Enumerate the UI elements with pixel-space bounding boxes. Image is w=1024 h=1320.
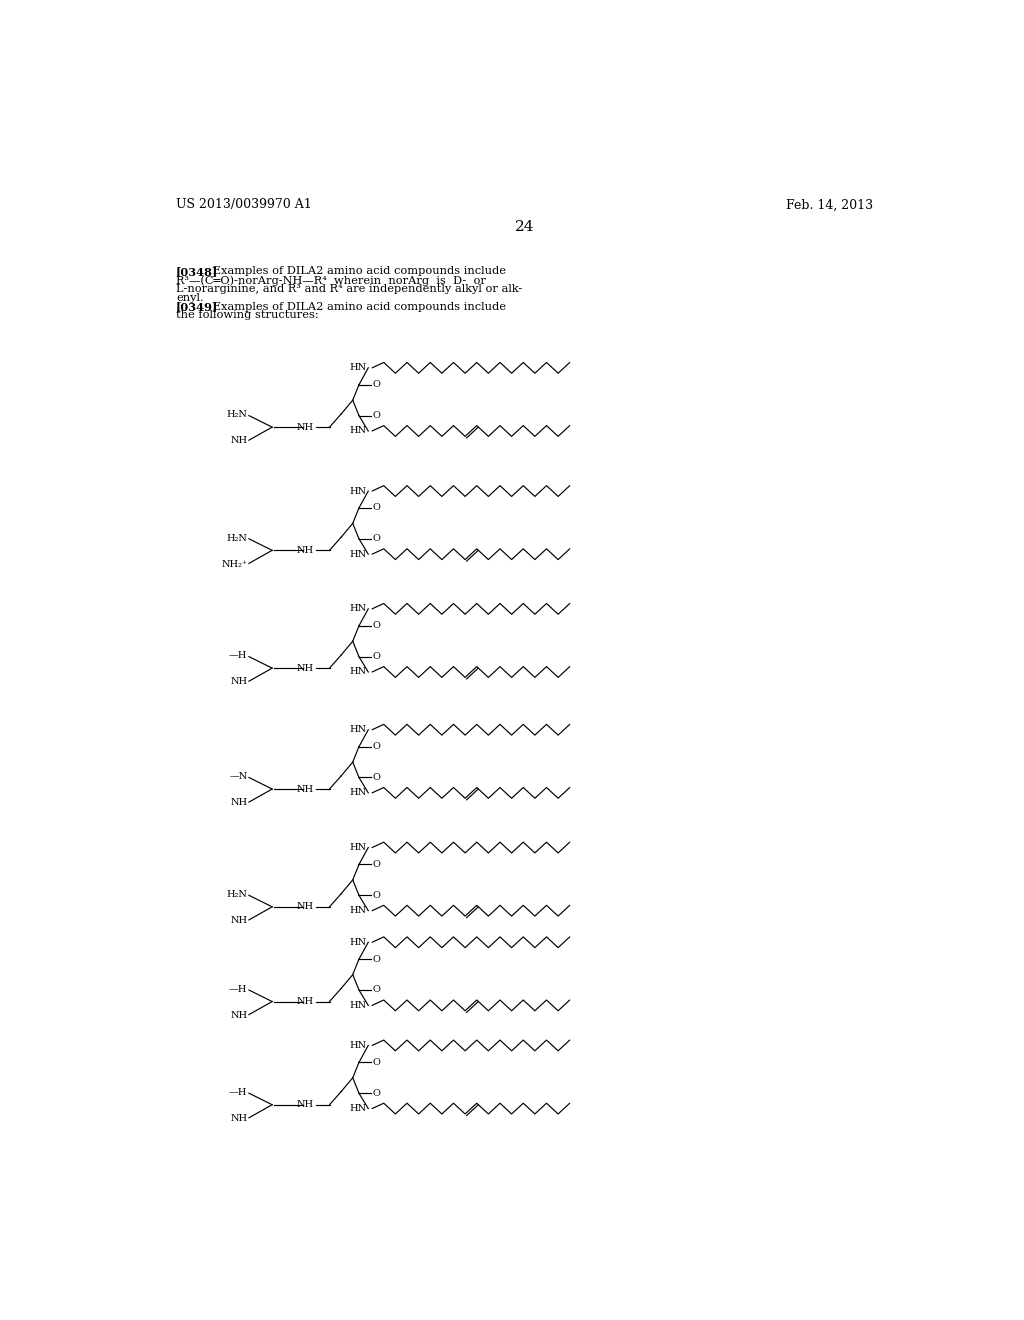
Text: NH: NH: [297, 422, 314, 432]
Text: NH: NH: [297, 546, 314, 554]
Text: O: O: [372, 411, 380, 420]
Text: NH: NH: [297, 664, 314, 673]
Text: NH: NH: [230, 437, 248, 445]
Text: O: O: [372, 954, 380, 964]
Text: O: O: [372, 861, 380, 869]
Text: HN: HN: [349, 1104, 367, 1113]
Text: —H: —H: [229, 985, 248, 994]
Text: NH: NH: [297, 903, 314, 911]
Text: H₂N: H₂N: [226, 533, 248, 543]
Text: O: O: [372, 986, 380, 994]
Text: —H: —H: [229, 1088, 248, 1097]
Text: O: O: [372, 774, 380, 781]
Text: HN: HN: [349, 426, 367, 436]
Text: O: O: [372, 380, 380, 389]
Text: HN: HN: [349, 668, 367, 676]
Text: HN: HN: [349, 363, 367, 372]
Text: O: O: [372, 1057, 380, 1067]
Text: O: O: [372, 622, 380, 630]
Text: NH: NH: [297, 997, 314, 1006]
Text: [0348]: [0348]: [176, 267, 218, 277]
Text: NH: NH: [230, 916, 248, 925]
Text: —N: —N: [229, 772, 248, 781]
Text: Examples of DILA2 amino acid compounds include: Examples of DILA2 amino acid compounds i…: [202, 267, 506, 276]
Text: 24: 24: [515, 220, 535, 234]
Text: NH: NH: [230, 1114, 248, 1123]
Text: HN: HN: [349, 1001, 367, 1010]
Text: Feb. 14, 2013: Feb. 14, 2013: [786, 198, 873, 211]
Text: Examples of DILA2 amino acid compounds include: Examples of DILA2 amino acid compounds i…: [202, 302, 506, 312]
Text: O: O: [372, 652, 380, 661]
Text: NH: NH: [297, 784, 314, 793]
Text: enyl.: enyl.: [176, 293, 204, 302]
Text: HN: HN: [349, 549, 367, 558]
Text: HN: HN: [349, 788, 367, 797]
Text: R³—(C═O)-norArg-NH—R⁴  wherein  norArg  is  D-  or: R³—(C═O)-norArg-NH—R⁴ wherein norArg is …: [176, 275, 486, 285]
Text: US 2013/0039970 A1: US 2013/0039970 A1: [176, 198, 311, 211]
Text: O: O: [372, 535, 380, 544]
Text: HN: HN: [349, 937, 367, 946]
Text: HN: HN: [349, 605, 367, 614]
Text: HN: HN: [349, 843, 367, 851]
Text: HN: HN: [349, 907, 367, 915]
Text: [0349]: [0349]: [176, 302, 218, 313]
Text: H₂N: H₂N: [226, 890, 248, 899]
Text: HN: HN: [349, 725, 367, 734]
Text: L-norarginine, and R³ and R⁴ are independently alkyl or alk-: L-norarginine, and R³ and R⁴ are indepen…: [176, 284, 522, 294]
Text: H₂N: H₂N: [226, 411, 248, 420]
Text: O: O: [372, 742, 380, 751]
Text: NH: NH: [230, 1011, 248, 1020]
Text: O: O: [372, 891, 380, 900]
Text: O: O: [372, 1089, 380, 1098]
Text: HN: HN: [349, 487, 367, 495]
Text: NH₂⁺: NH₂⁺: [221, 560, 248, 569]
Text: HN: HN: [349, 1041, 367, 1049]
Text: O: O: [372, 503, 380, 512]
Text: NH: NH: [230, 677, 248, 686]
Text: the following structures:: the following structures:: [176, 310, 318, 321]
Text: —H: —H: [229, 651, 248, 660]
Text: NH: NH: [297, 1101, 314, 1109]
Text: NH: NH: [230, 799, 248, 808]
